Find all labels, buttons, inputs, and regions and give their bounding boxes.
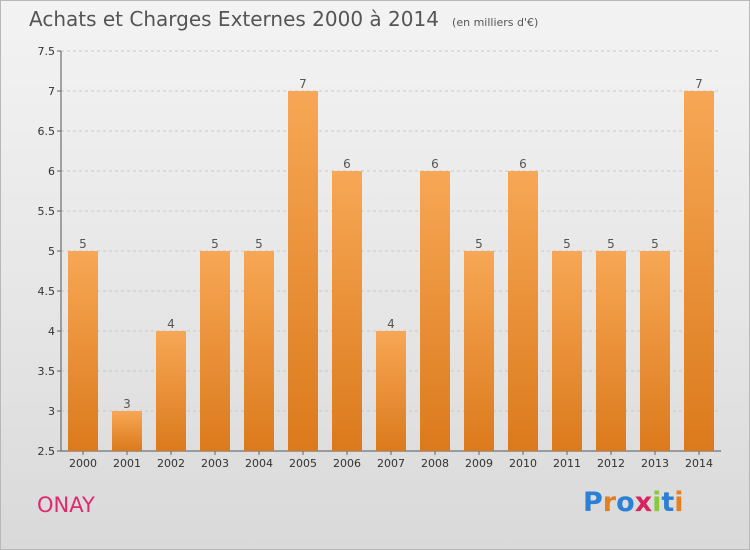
data-label-2012: 5 — [607, 237, 615, 251]
x-tick-label-2012: 2012 — [597, 457, 625, 470]
y-tick-label: 6 — [48, 165, 55, 178]
x-tick-label-2010: 2010 — [509, 457, 537, 470]
chart-subtitle: (en milliers d'€) — [452, 16, 539, 29]
bar-2003 — [200, 251, 230, 451]
y-tick-label: 5 — [48, 245, 55, 258]
data-label-2008: 6 — [431, 157, 439, 171]
bar-2000 — [68, 251, 98, 451]
bar-2009 — [464, 251, 494, 451]
data-label-2013: 5 — [651, 237, 659, 251]
x-tick-label-2003: 2003 — [201, 457, 229, 470]
data-label-2002: 4 — [167, 317, 175, 331]
bar-2006 — [332, 171, 362, 451]
data-label-2000: 5 — [79, 237, 87, 251]
x-tick-label-2008: 2008 — [421, 457, 449, 470]
x-tick-label-2013: 2013 — [641, 457, 669, 470]
data-label-2010: 6 — [519, 157, 527, 171]
data-label-2001: 3 — [123, 397, 131, 411]
x-tick-label-2007: 2007 — [377, 457, 405, 470]
x-tick-label-2002: 2002 — [157, 457, 185, 470]
data-label-2014: 7 — [695, 77, 703, 91]
x-tick-label-2000: 2000 — [69, 457, 97, 470]
x-tick-label-2001: 2001 — [113, 457, 141, 470]
bar-2004 — [244, 251, 274, 451]
commune-name: ONAY — [37, 493, 95, 517]
chart-title-block: Achats et Charges Externes 2000 à 2014 (… — [29, 7, 538, 31]
y-tick-label: 3.5 — [38, 365, 56, 378]
bar-2005 — [288, 91, 318, 451]
logo-letter: x — [634, 487, 653, 518]
y-tick-label: 7 — [48, 85, 55, 98]
bar-2012 — [596, 251, 626, 451]
y-tick-label: 4.5 — [38, 285, 56, 298]
data-label-2011: 5 — [563, 237, 571, 251]
logo-letter: t — [661, 487, 675, 518]
data-label-2004: 5 — [255, 237, 263, 251]
data-label-2006: 6 — [343, 157, 351, 171]
bar-2007 — [376, 331, 406, 451]
x-tick-label-2014: 2014 — [685, 457, 713, 470]
logo-letter: P — [583, 487, 603, 518]
y-tick-label: 4 — [48, 325, 55, 338]
logo-letter: r — [602, 487, 617, 518]
y-tick-label: 2.5 — [38, 445, 56, 458]
y-tick-label: 6.5 — [38, 125, 56, 138]
bar-2014 — [684, 91, 714, 451]
data-label-2003: 5 — [211, 237, 219, 251]
bar-2002 — [156, 331, 186, 451]
y-tick-label: 7.5 — [38, 45, 56, 58]
bar-2010 — [508, 171, 538, 451]
y-tick-label: 5.5 — [38, 205, 56, 218]
y-tick-label: 3 — [48, 405, 55, 418]
x-tick-label-2009: 2009 — [465, 457, 493, 470]
data-label-2009: 5 — [475, 237, 483, 251]
bar-2011 — [552, 251, 582, 451]
x-tick-label-2011: 2011 — [553, 457, 581, 470]
logo-letter: i — [652, 487, 662, 518]
bar-2013 — [640, 251, 670, 451]
data-label-2007: 4 — [387, 317, 395, 331]
bar-2001 — [112, 411, 142, 451]
data-label-2005: 7 — [299, 77, 307, 91]
logo-letter: i — [674, 487, 684, 518]
x-tick-label-2005: 2005 — [289, 457, 317, 470]
chart-title: Achats et Charges Externes 2000 à 2014 — [29, 7, 439, 31]
bar-2008 — [420, 171, 450, 451]
logo-letter: o — [616, 487, 635, 518]
x-tick-label-2004: 2004 — [245, 457, 273, 470]
proxiti-logo[interactable]: Proxiti — [583, 487, 684, 518]
x-tick-label-2006: 2006 — [333, 457, 361, 470]
